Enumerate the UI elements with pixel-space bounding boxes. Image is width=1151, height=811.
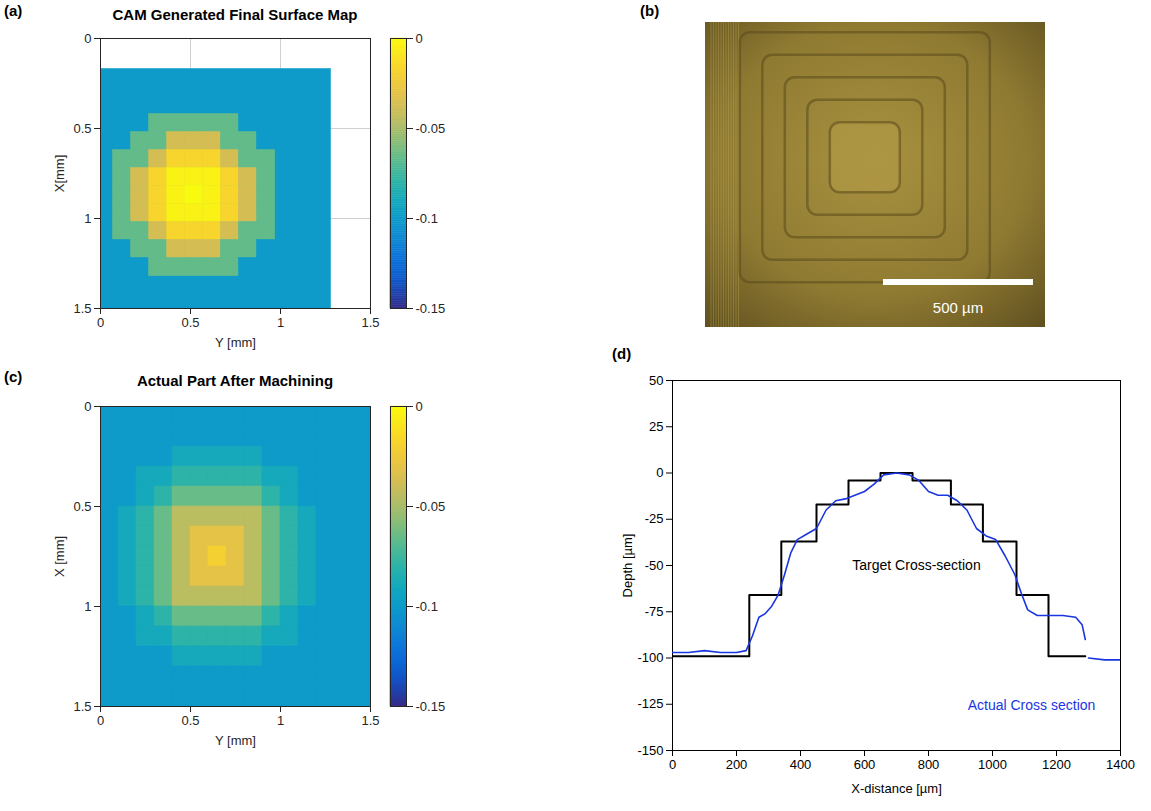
svg-text:1.5: 1.5: [361, 713, 379, 728]
svg-text:0: 0: [84, 399, 91, 414]
svg-text:1: 1: [277, 713, 284, 728]
svg-text:1.5: 1.5: [361, 315, 379, 330]
svg-text:X[mm]: X[mm]: [52, 155, 67, 193]
svg-text:0: 0: [656, 465, 663, 480]
svg-text:-0.1: -0.1: [416, 211, 438, 226]
svg-text:0.5: 0.5: [73, 121, 91, 136]
svg-text:-0.15: -0.15: [416, 301, 446, 316]
svg-text:Y [mm]: Y [mm]: [215, 335, 256, 350]
html-text:CAM Generated Final Surface Ma: CAM Generated Final Surface Map: [112, 6, 358, 23]
svg-text:400: 400: [790, 757, 812, 772]
svg-text:0: 0: [669, 757, 676, 772]
svg-text:1: 1: [84, 599, 91, 614]
html-text:Actual Part After Machining: Actual Part After Machining: [136, 372, 334, 389]
svg-text:-0.1: -0.1: [416, 599, 438, 614]
svg-text:1200: 1200: [1042, 757, 1071, 772]
svg-text:-25: -25: [645, 511, 664, 526]
html-text:(d): (d): [612, 345, 632, 362]
svg-text:-0.15: -0.15: [416, 699, 446, 714]
svg-text:Depth [µm]: Depth [µm]: [620, 534, 635, 598]
svg-text:0: 0: [416, 31, 423, 46]
svg-text:25: 25: [649, 419, 663, 434]
html-text:(a): (a): [4, 2, 23, 19]
svg-text:Actual Cross section: Actual Cross section: [968, 697, 1096, 713]
svg-text:500 µm: 500 µm: [933, 299, 983, 316]
svg-text:1000: 1000: [978, 757, 1007, 772]
svg-text:Y [mm]: Y [mm]: [215, 733, 256, 748]
html-text:(c): (c): [4, 368, 23, 385]
svg-text:-0.05: -0.05: [416, 121, 446, 136]
svg-text:X [mm]: X [mm]: [52, 536, 67, 577]
svg-text:-150: -150: [637, 743, 663, 758]
html-text:(b): (b): [640, 2, 660, 19]
svg-text:0: 0: [97, 713, 104, 728]
svg-text:1: 1: [84, 211, 91, 226]
svg-text:X-distance [µm]: X-distance [µm]: [851, 781, 942, 796]
svg-text:800: 800: [918, 757, 940, 772]
svg-text:-50: -50: [645, 558, 664, 573]
svg-text:200: 200: [726, 757, 748, 772]
svg-text:1: 1: [277, 315, 284, 330]
svg-text:-0.05: -0.05: [416, 499, 446, 514]
svg-text:600: 600: [854, 757, 876, 772]
svg-text:-125: -125: [637, 696, 663, 711]
svg-text:0: 0: [416, 399, 423, 414]
svg-text:1.5: 1.5: [73, 301, 91, 316]
svg-text:0.5: 0.5: [73, 499, 91, 514]
svg-text:1.5: 1.5: [73, 699, 91, 714]
svg-text:-75: -75: [645, 604, 664, 619]
svg-text:50: 50: [649, 373, 663, 388]
svg-text:1400: 1400: [1106, 757, 1135, 772]
svg-text:-100: -100: [637, 650, 663, 665]
svg-text:0: 0: [84, 31, 91, 46]
svg-text:0.5: 0.5: [181, 713, 199, 728]
svg-text:0: 0: [97, 315, 104, 330]
svg-text:0.5: 0.5: [181, 315, 199, 330]
svg-text:Target Cross-section: Target Cross-section: [852, 557, 980, 573]
